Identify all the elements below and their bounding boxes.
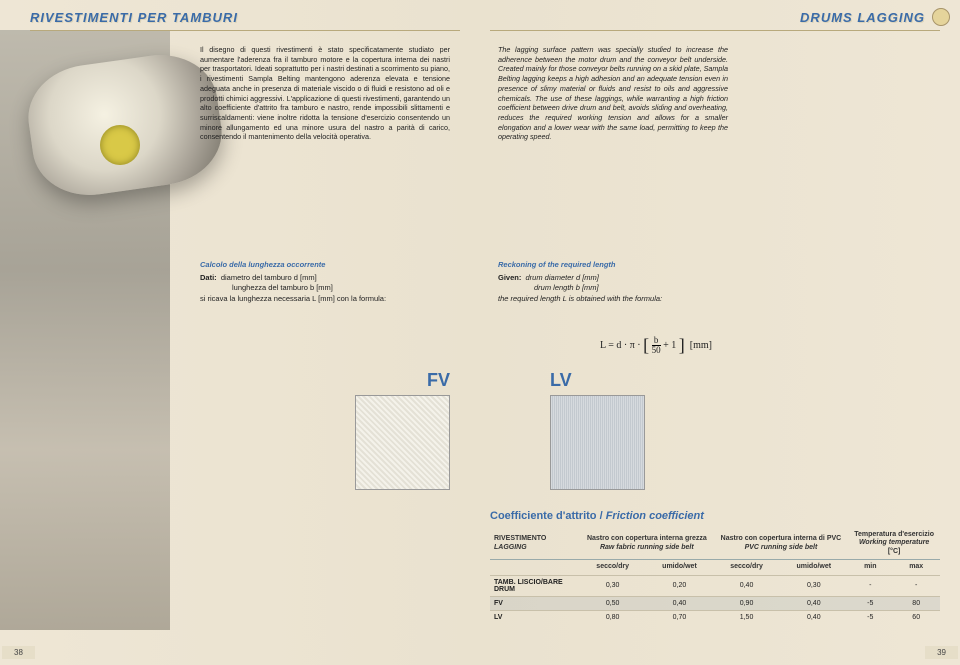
table-title: Coefficiente d'attrito / Friction coeffi… xyxy=(490,510,940,522)
calc-l1-it: diametro del tamburo d [mm] xyxy=(221,273,317,282)
calc-l3-it: si ricava la lunghezza necessaria L [mm]… xyxy=(200,294,470,305)
cell: 0,40 xyxy=(645,596,713,610)
header-title-right: Drums Lagging xyxy=(800,10,925,25)
italian-paragraph: Il disegno di questi rivestimenti è stat… xyxy=(200,45,450,142)
row-name: FV xyxy=(490,596,580,610)
header-title-left: Rivestimenti per Tamburi xyxy=(30,10,238,25)
calc-title-en: Reckoning of the required length xyxy=(498,260,748,271)
calc-l3-en: the required length L is obtained with t… xyxy=(498,294,748,305)
swatch-lv xyxy=(550,395,645,490)
calc-l2-it: lunghezza del tamburo b [mm] xyxy=(200,283,470,294)
calc-data-label-en: Given: xyxy=(498,273,521,282)
cell: 0,30 xyxy=(580,575,645,596)
header-rule-right xyxy=(490,30,940,31)
english-paragraph: The lagging surface pattern was speciall… xyxy=(498,45,728,142)
cell: 0,90 xyxy=(714,596,780,610)
page-number-left: 38 xyxy=(2,646,35,659)
th-sub1: secco/dry xyxy=(580,560,645,575)
formula-unit: [mm] xyxy=(690,340,712,351)
cell: 0,30 xyxy=(779,575,848,596)
swatch-fv xyxy=(355,395,450,490)
table-row: FV0,500,400,900,40-580 xyxy=(490,596,940,610)
cell: - xyxy=(892,575,940,596)
swatch-label-lv: LV xyxy=(550,370,572,391)
calc-block-en: Reckoning of the required length Given: … xyxy=(498,260,748,304)
cell: 0,70 xyxy=(645,610,713,624)
cell: 0,20 xyxy=(645,575,713,596)
friction-table: RIVESTIMENTO LAGGING Nastro con copertur… xyxy=(490,528,940,624)
drum-hub xyxy=(100,125,140,165)
formula: L = d · π · [ b 50 + 1 ] [mm] xyxy=(600,335,712,356)
cell: 0,50 xyxy=(580,596,645,610)
cell: 60 xyxy=(892,610,940,624)
th-label-it: RIVESTIMENTO xyxy=(494,535,546,542)
calc-block-it: Calcolo della lunghezza occorrente Dati:… xyxy=(200,260,470,304)
cell: 0,40 xyxy=(714,575,780,596)
friction-table-wrap: Coefficiente d'attrito / Friction coeffi… xyxy=(490,510,940,624)
formula-lhs: L = d · π · xyxy=(600,340,641,351)
th-g1-en: Raw fabric running side belt xyxy=(584,544,710,552)
th-sub5: min xyxy=(848,560,892,575)
header-icon xyxy=(932,8,950,26)
cell: - xyxy=(848,575,892,596)
cell: 1,50 xyxy=(714,610,780,624)
th-g1-it: Nastro con copertura interna grezza xyxy=(587,535,707,542)
th-g3-en: Working temperature xyxy=(852,539,936,547)
page-number-right: 39 xyxy=(925,646,958,659)
calc-l2-en: drum length b [mm] xyxy=(498,283,748,294)
th-label-en: LAGGING xyxy=(494,544,576,552)
calc-data-label-it: Dati: xyxy=(200,273,217,282)
cell: 80 xyxy=(892,596,940,610)
th-sub2: umido/wet xyxy=(645,560,713,575)
formula-plus: + 1 xyxy=(663,340,676,351)
cell: 0,80 xyxy=(580,610,645,624)
row-name: LV xyxy=(490,610,580,624)
cell: 0,40 xyxy=(779,610,848,624)
th-g3-it: Temperatura d'esercizio xyxy=(854,531,934,538)
formula-den: 50 xyxy=(652,345,661,355)
table-row: TAMB. LISCIO/BARE DRUM0,300,200,400,30-- xyxy=(490,575,940,596)
th-sub6: max xyxy=(892,560,940,575)
th-g2-en: PVC running side belt xyxy=(718,544,845,552)
th-sub4: umido/wet xyxy=(779,560,848,575)
cell: 0,40 xyxy=(779,596,848,610)
table-title-en: Friction coefficient xyxy=(606,510,704,522)
row-name: TAMB. LISCIO/BARE DRUM xyxy=(490,575,580,596)
swatch-label-fv: FV xyxy=(427,370,450,391)
header-rule-left xyxy=(30,30,460,31)
table-row: LV0,800,701,500,40-560 xyxy=(490,610,940,624)
th-g2-it: Nastro con copertura interna di PVC xyxy=(721,535,842,542)
th-sub3: secco/dry xyxy=(714,560,780,575)
calc-l1-en: drum diameter d [mm] xyxy=(526,273,599,282)
calc-title-it: Calcolo della lunghezza occorrente xyxy=(200,260,470,271)
table-title-it: Coefficiente d'attrito xyxy=(490,510,597,522)
cell: -5 xyxy=(848,596,892,610)
th-g3-unit: [°C] xyxy=(888,548,901,555)
cell: -5 xyxy=(848,610,892,624)
